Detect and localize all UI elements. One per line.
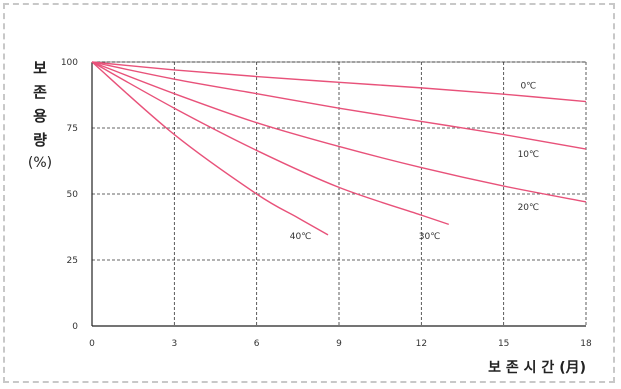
tick-labels: 0 3 6 9 12 15 18 0 25 50 75 100 xyxy=(61,58,592,349)
y-tick-label-100: 100 xyxy=(61,58,78,68)
series-label-4: 40℃ xyxy=(290,232,312,242)
y-tick-label-75: 75 xyxy=(67,124,78,134)
x-tick-label-6: 6 xyxy=(254,339,260,349)
axes xyxy=(91,61,586,327)
y-axis-label-char-2: 존 xyxy=(33,83,47,101)
y-axis-label-char-4: 량 xyxy=(33,131,47,149)
series-label-1: 10℃ xyxy=(518,150,540,160)
series-line-3 xyxy=(91,61,450,226)
series-label-2: 20℃ xyxy=(518,203,540,213)
x-tick-label-18: 18 xyxy=(580,339,592,349)
y-axis-label-char-1: 보 xyxy=(33,59,47,77)
x-tick-label-15: 15 xyxy=(498,339,509,349)
series-label-3: 30℃ xyxy=(419,232,441,242)
series-line-1 xyxy=(91,61,587,150)
y-tick-label-50: 50 xyxy=(67,190,79,200)
grid xyxy=(92,61,587,326)
y-axis-unit: (%) xyxy=(28,155,52,171)
chart-frame xyxy=(3,3,615,383)
x-tick-label-3: 3 xyxy=(171,339,177,349)
series-labels: 0℃ 10℃ 20℃ 30℃ 40℃ xyxy=(290,81,539,241)
series-line-4 xyxy=(91,61,329,236)
x-tick-label-12: 12 xyxy=(416,339,427,349)
series-line-0 xyxy=(91,61,587,103)
x-tick-label-9: 9 xyxy=(336,339,342,349)
y-tick-label-0: 0 xyxy=(72,322,78,332)
y-tick-label-25: 25 xyxy=(67,256,78,266)
x-tick-label-0: 0 xyxy=(89,339,95,349)
series-label-0: 0℃ xyxy=(520,81,536,91)
x-axis-label: 보 존 시 간 (月) xyxy=(488,359,586,376)
series-group xyxy=(91,61,587,236)
y-axis-label-char-3: 용 xyxy=(33,107,47,125)
series-line-2 xyxy=(91,61,587,203)
